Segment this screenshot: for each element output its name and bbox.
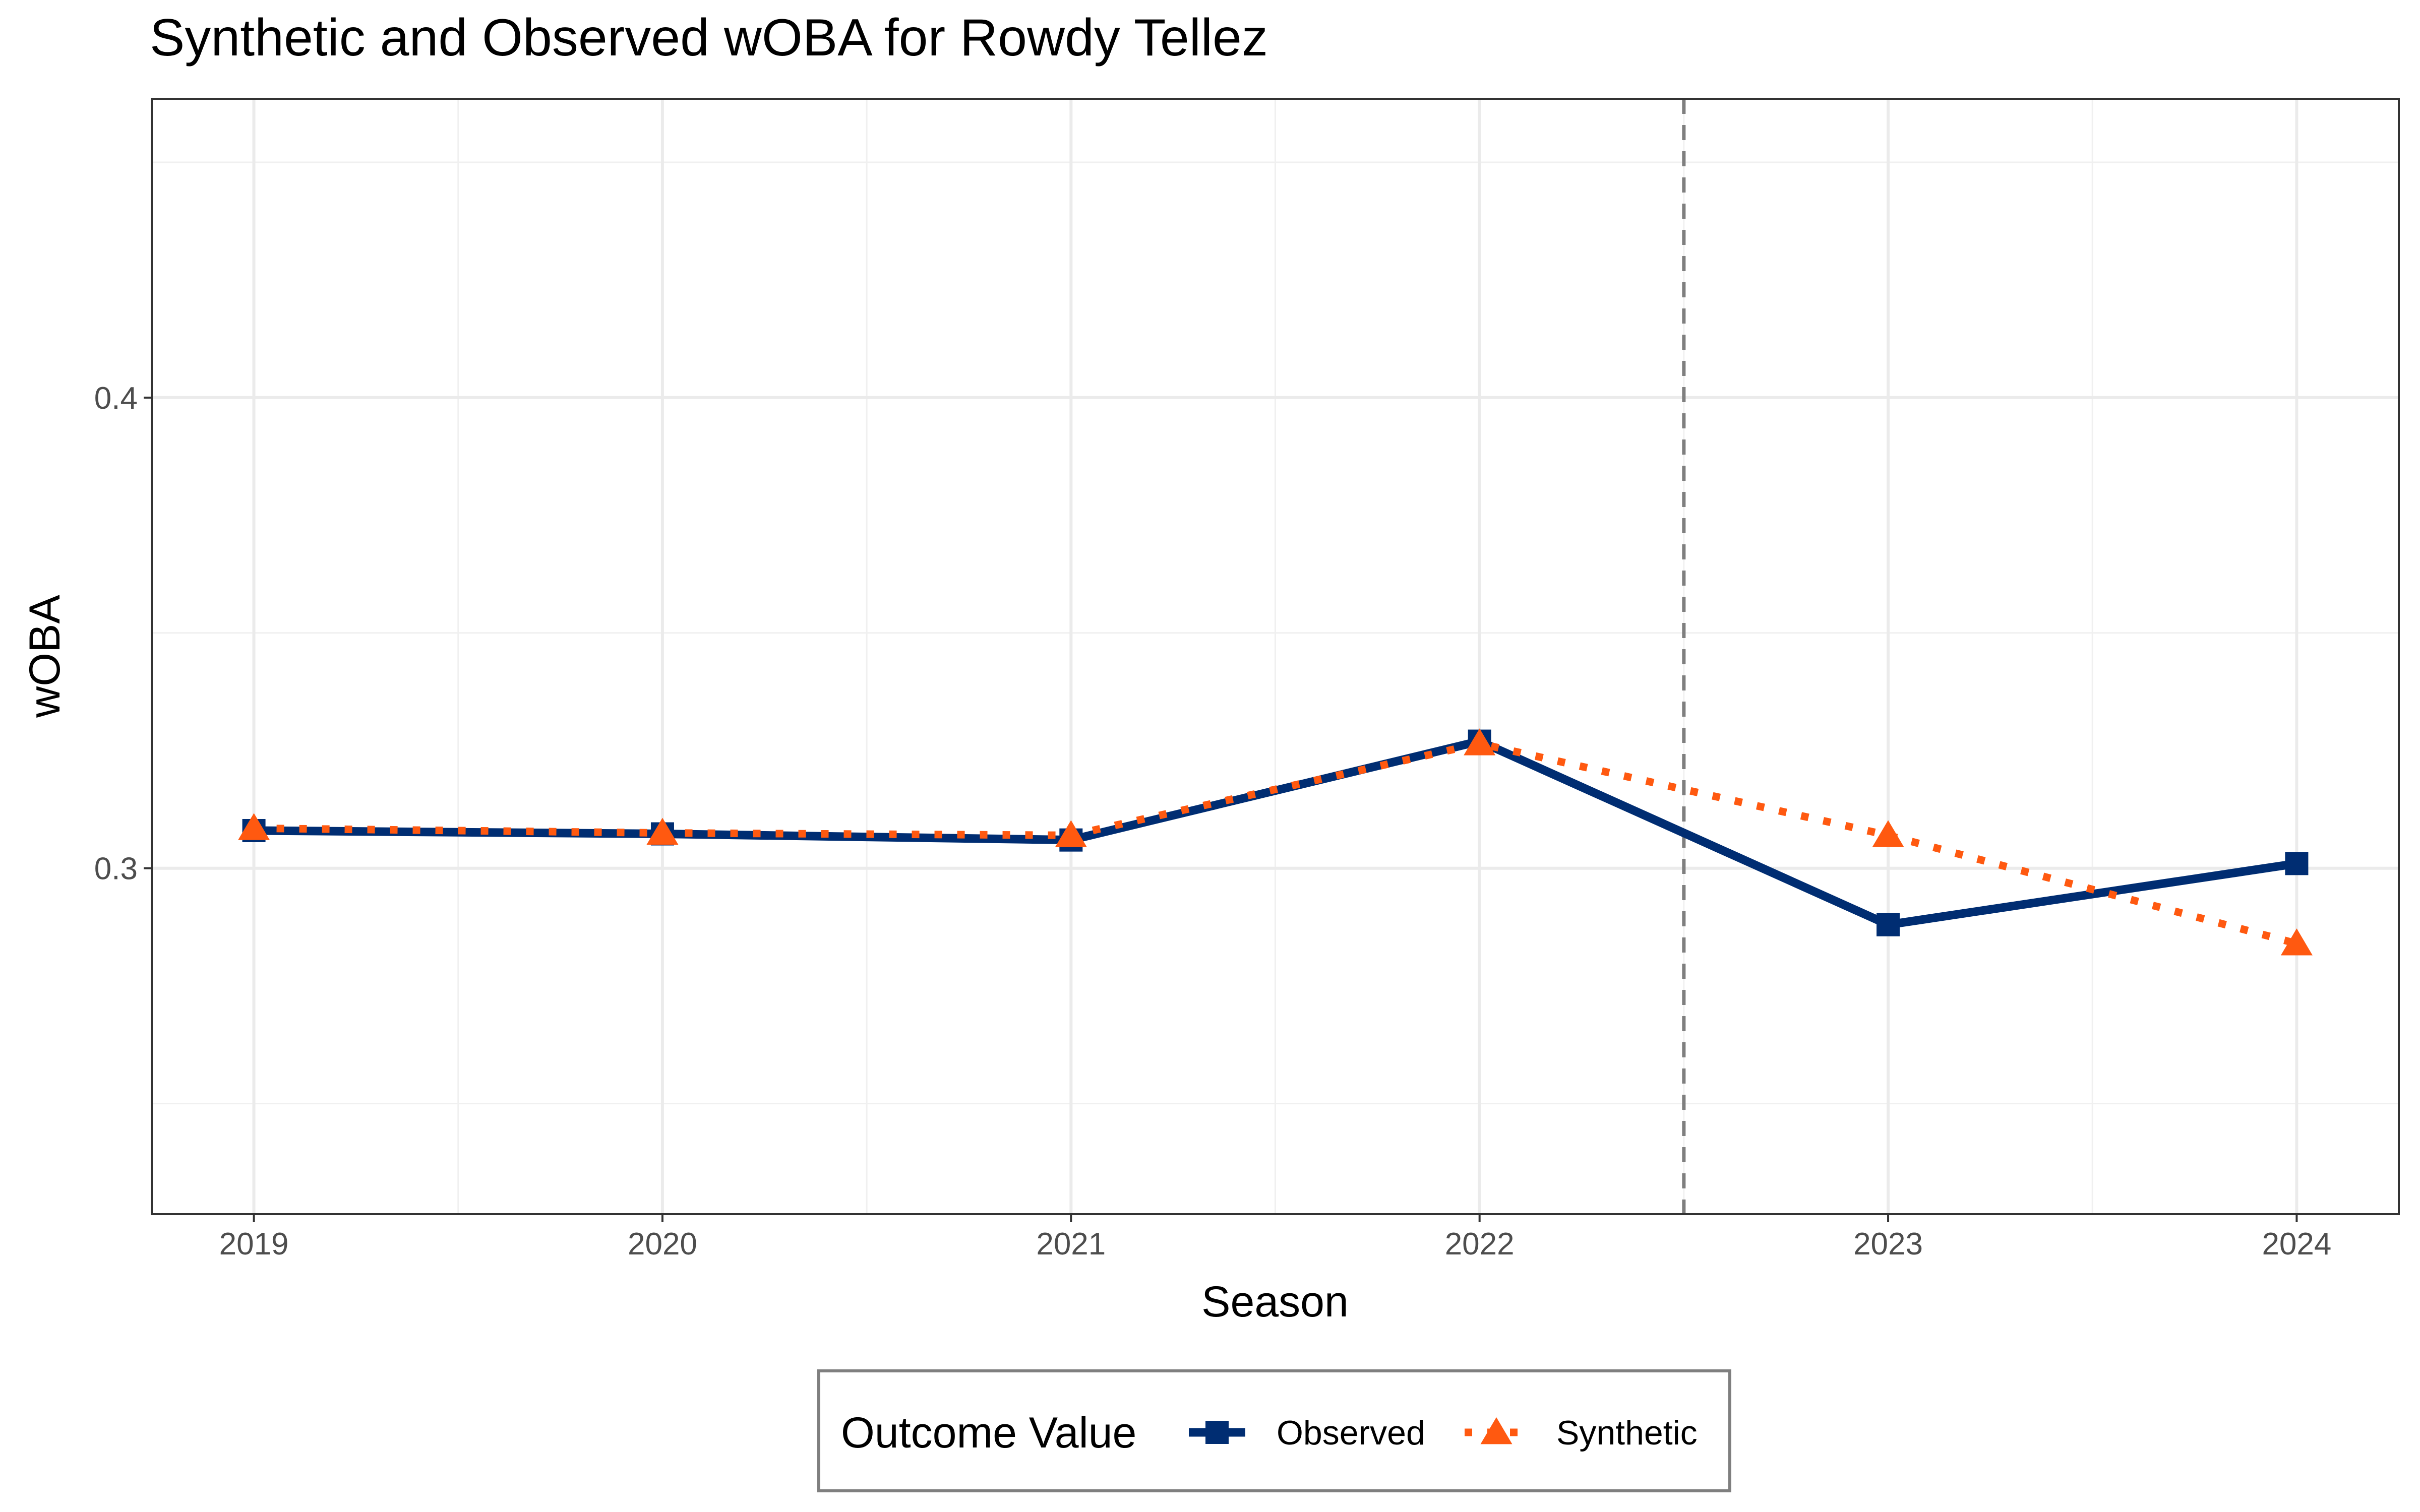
x-tick-label: 2021 (1036, 1227, 1106, 1262)
synthetic-series-line (254, 739, 2298, 948)
legend-key-observed-marker (1205, 1421, 1229, 1444)
y-tick-label: 0.3 (94, 852, 138, 887)
legend-keys (1189, 1417, 1528, 1444)
x-tick-label: 2024 (2262, 1227, 2331, 1262)
x-tick-label: 2023 (1853, 1227, 1923, 1262)
gridlines (152, 99, 2399, 1214)
x-axis-title: Season (1201, 1278, 1349, 1326)
synthetic-point-marker (1872, 820, 1904, 847)
observed-point-marker (2285, 852, 2309, 875)
synthetic-point-marker (646, 817, 679, 845)
legend-label-synthetic: Synthetic (1556, 1414, 1698, 1452)
legend-label-observed: Observed (1277, 1414, 1425, 1452)
observed-point-marker (1877, 913, 1900, 936)
x-tick-label: 2020 (628, 1227, 697, 1262)
synthetic-point-marker (2280, 928, 2313, 956)
y-axis-title: wOBA (21, 595, 69, 718)
plot-panel (151, 98, 2400, 1215)
legend: Outcome Value Observed Synthetic (817, 1369, 1731, 1492)
x-tick-label: 2022 (1445, 1227, 1515, 1262)
plot-border (151, 98, 2400, 1215)
synthetic-point-marker (238, 813, 270, 840)
y-tick-label: 0.4 (94, 381, 138, 416)
synthetic-point-marker (1055, 820, 1087, 847)
x-tick-label: 2019 (219, 1227, 289, 1262)
chart-title: Synthetic and Observed wOBA for Rowdy Te… (150, 9, 1268, 67)
legend-box (817, 1369, 1731, 1492)
legend-key-synthetic-marker (1480, 1417, 1512, 1444)
synthetic-point-marker (1464, 728, 1496, 755)
axes: 2019 2020 2021 2022 2023 2024 0.3 0.4 (94, 381, 2332, 1262)
legend-title: Outcome Value (841, 1409, 1136, 1457)
series-group (238, 728, 2313, 956)
